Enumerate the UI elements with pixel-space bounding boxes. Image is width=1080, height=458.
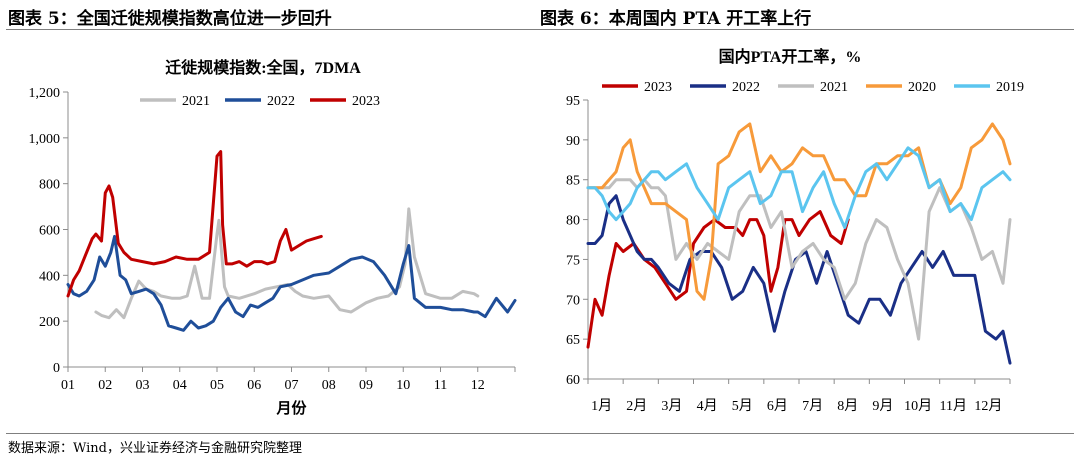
series-line-2023 [586, 210, 850, 349]
x-tick-label: 01 [61, 378, 75, 393]
y-tick-label: 0 [53, 361, 60, 376]
series-line-2023 [66, 150, 323, 298]
x-tick-label: 02 [98, 378, 112, 393]
pta-utilization-chart: 国内PTA开工率，% 60 65 70 75 80 85 90 95 1月 2月 3月 4月 5月 6月 7月… [566, 47, 1024, 414]
y-tick-label: 600 [39, 224, 60, 239]
y-tick-label: 65 [566, 333, 580, 348]
legend-label-2022: 2022 [732, 80, 760, 95]
bottom-rule [6, 433, 1074, 434]
x-tick-label: 3月 [661, 398, 682, 414]
x-tick-label: 7月 [802, 398, 823, 414]
series-line-2020 [586, 122, 1012, 301]
chart-title: 迁徙规模指数:全国，7DMA [165, 58, 361, 77]
y-tick-label: 80 [566, 214, 580, 229]
legend-label-2020: 2020 [908, 80, 936, 95]
x-tick-label: 9月 [872, 398, 893, 414]
y-tick-label: 70 [566, 293, 580, 308]
right-panel-heading: 图表 6：本周国内 PTA 开工率上行 [540, 9, 812, 29]
x-tick-label: 04 [173, 378, 187, 393]
y-tick-label: 400 [39, 269, 60, 284]
y-tick-label: 1,200 [29, 86, 61, 101]
legend-label-2023: 2023 [352, 94, 380, 109]
x-tick-label: 6月 [767, 398, 788, 414]
series-line-2022 [66, 234, 517, 332]
x-tick-label: 07 [285, 378, 299, 393]
x-tick-label: 11月 [940, 398, 967, 414]
x-tick-label: 05 [210, 378, 224, 393]
legend-label-2021: 2021 [182, 94, 210, 109]
migration-index-chart: 迁徙规模指数:全国，7DMA 0 200 400 600 800 1,000 1,200 01 0… [29, 58, 517, 417]
x-tick-label: 10 [396, 378, 410, 393]
x-tick-label: 5月 [732, 398, 753, 414]
x-tick-label: 12 [471, 378, 485, 393]
y-tick-label: 200 [39, 315, 60, 330]
top-rule [6, 29, 1074, 30]
y-tick-label: 90 [566, 134, 580, 149]
y-tick-label: 800 [39, 178, 60, 193]
x-tick-label: 2月 [626, 398, 647, 414]
y-tick-label: 1,000 [29, 132, 61, 147]
x-tick-label: 4月 [697, 398, 718, 414]
x-tick-label: 08 [322, 378, 336, 393]
y-tick-label: 85 [566, 174, 580, 189]
y-tick-label: 60 [566, 373, 580, 388]
x-tick-label: 10月 [904, 398, 932, 414]
y-tick-label: 75 [566, 253, 580, 268]
x-tick-label: 11 [434, 378, 447, 393]
x-tick-label: 12月 [974, 398, 1002, 414]
x-tick-label: 03 [136, 378, 150, 393]
legend-label-2023: 2023 [644, 80, 672, 95]
y-tick-label: 95 [566, 94, 580, 109]
chart-title: 国内PTA开工率，% [719, 47, 862, 66]
left-panel-heading: 图表 5：全国迁徙规模指数高位进一步回升 [8, 9, 332, 29]
source-note: 数据来源：Wind，兴业证券经济与金融研究院整理 [8, 441, 302, 456]
x-tick-label: 8月 [837, 398, 858, 414]
series-line-2019 [586, 146, 1012, 229]
legend-label-2021: 2021 [820, 80, 848, 95]
x-tick-label: 06 [247, 378, 261, 393]
legend-label-2019: 2019 [996, 80, 1024, 95]
x-axis-label: 月份 [275, 399, 307, 417]
series-line-2022 [586, 194, 1012, 365]
x-tick-label: 09 [359, 378, 373, 393]
x-tick-label: 1月 [591, 398, 612, 414]
legend-label-2022: 2022 [267, 94, 295, 109]
